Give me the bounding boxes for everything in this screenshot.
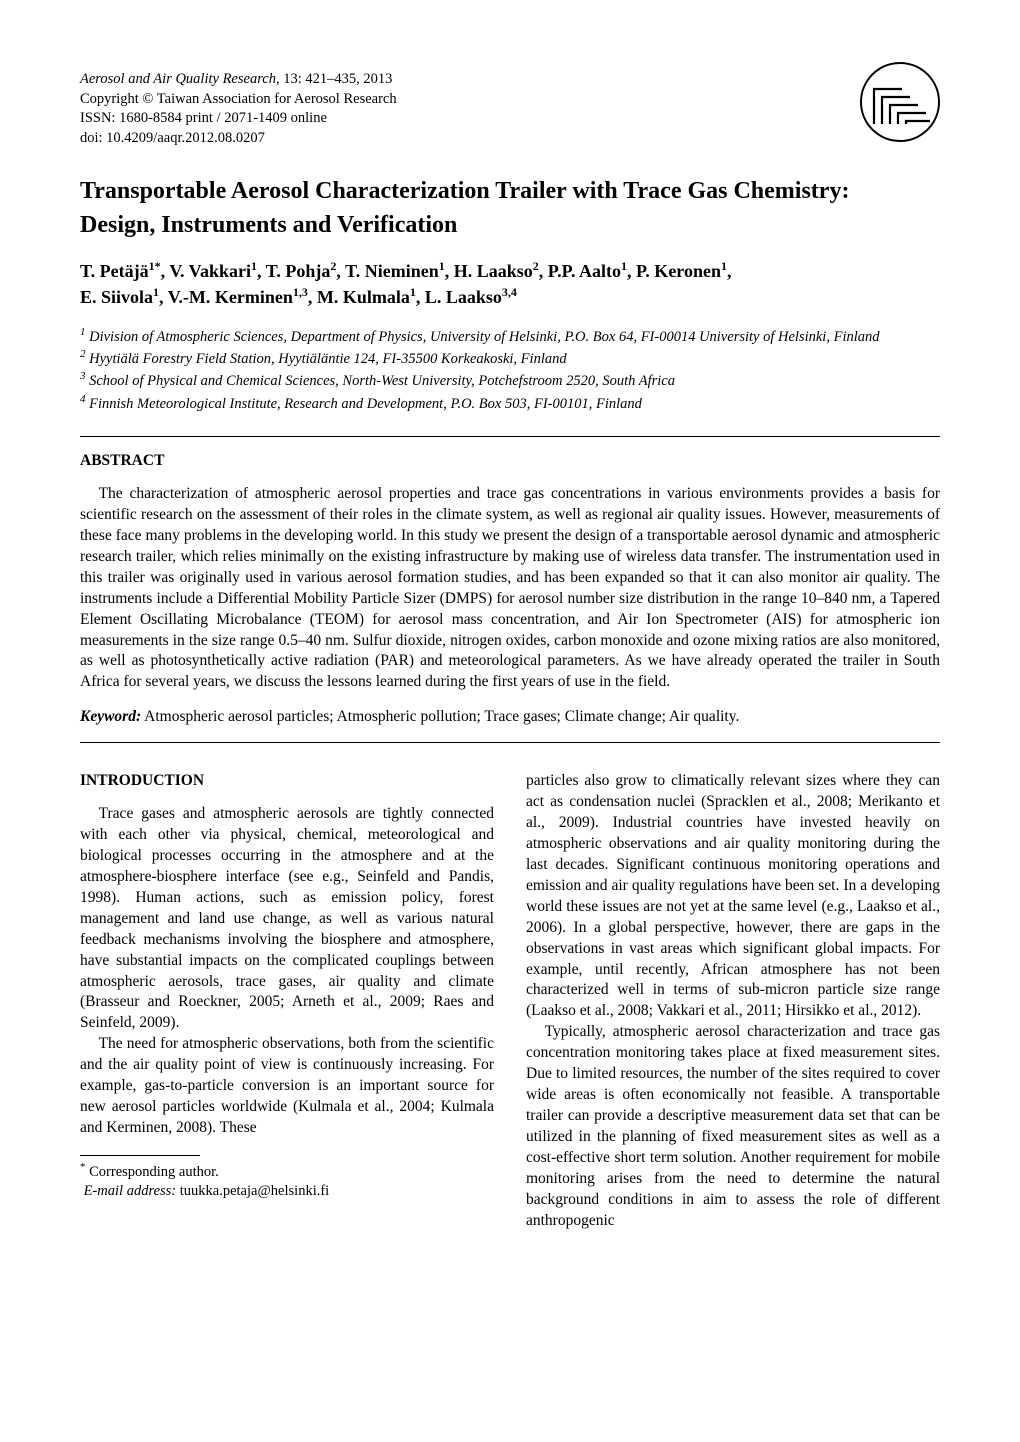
author-sep: , — [727, 261, 732, 281]
abstract-heading: ABSTRACT — [80, 451, 940, 472]
affil-text: School of Physical and Chemical Sciences… — [86, 373, 675, 389]
body-paragraph: Trace gases and atmospheric aerosols are… — [80, 804, 494, 1034]
author: , T. Nieminen — [336, 261, 438, 281]
corresponding-author: * Corresponding author. E-mail address: … — [80, 1160, 494, 1202]
keyword-label: Keyword: — [80, 708, 141, 725]
article-title-line1: Transportable Aerosol Characterization T… — [80, 176, 940, 206]
body-paragraph: The need for atmospheric observations, b… — [80, 1034, 494, 1139]
journal-logo — [860, 62, 940, 142]
corr-label: Corresponding author. — [89, 1164, 219, 1180]
author: , L. Laakso — [416, 287, 502, 307]
author-affil-sup: 3,4 — [502, 285, 517, 299]
introduction-heading: INTRODUCTION — [80, 771, 494, 792]
author: , M. Kulmala — [308, 287, 410, 307]
journal-header: Aerosol and Air Quality Research, 13: 42… — [80, 70, 940, 148]
corr-star: * — [80, 1161, 86, 1173]
author: T. Petäjä — [80, 261, 149, 281]
journal-issn: ISSN: 1680-8584 print / 2071-1409 online — [80, 109, 940, 129]
abstract-body: The characterization of atmospheric aero… — [80, 484, 940, 693]
journal-name: Aerosol and Air Quality Research, — [80, 71, 280, 87]
author: , P.P. Aalto — [539, 261, 621, 281]
author: , V.-M. Kerminen — [159, 287, 293, 307]
author: , T. Pohja — [257, 261, 330, 281]
divider — [80, 436, 940, 437]
affil-text: Hyytiälä Forestry Field Station, Hyytiäl… — [86, 351, 567, 367]
body-paragraph: Typically, atmospheric aerosol character… — [526, 1022, 940, 1231]
abstract-text: The characterization of atmospheric aero… — [80, 485, 940, 690]
author-affil-sup: 1,3 — [293, 285, 308, 299]
journal-doi: doi: 10.4209/aaqr.2012.08.0207 — [80, 129, 940, 149]
author: , V. Vakkari — [161, 261, 251, 281]
footnote-rule — [80, 1155, 200, 1156]
affil-text: Division of Atmospheric Sciences, Depart… — [86, 328, 880, 344]
body-paragraph: particles also grow to climatically rele… — [526, 771, 940, 1022]
author-affil-sup: 1* — [149, 259, 161, 273]
keyword-text: Atmospheric aerosol particles; Atmospher… — [141, 708, 739, 725]
corr-email-label: E-mail address: — [84, 1183, 177, 1199]
article-title-line2: Design, Instruments and Verification — [80, 210, 940, 240]
journal-volpages: 13: 421–435, 2013 — [280, 71, 393, 87]
author: , H. Laakso — [445, 261, 533, 281]
corr-email: tuukka.petaja@helsinki.fi — [176, 1183, 329, 1199]
divider — [80, 742, 940, 743]
body-columns: INTRODUCTION Trace gases and atmospheric… — [80, 771, 940, 1231]
authors: T. Petäjä1*, V. Vakkari1, T. Pohja2, T. … — [80, 258, 940, 310]
keywords: Keyword: Atmospheric aerosol particles; … — [80, 707, 940, 728]
author: E. Siivola — [80, 287, 153, 307]
affil-text: Finnish Meteorological Institute, Resear… — [86, 396, 642, 412]
journal-copyright: Copyright © Taiwan Association for Aeros… — [80, 90, 940, 110]
author: , P. Keronen — [627, 261, 721, 281]
affiliations: 1 Division of Atmospheric Sciences, Depa… — [80, 325, 940, 415]
